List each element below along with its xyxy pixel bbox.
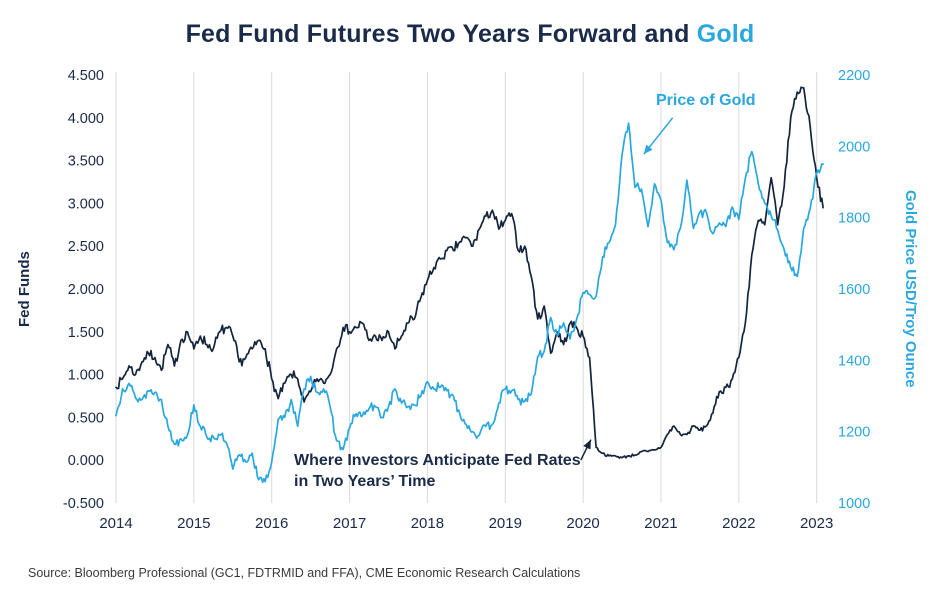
gold-series-line xyxy=(115,122,824,484)
source-note: Source: Bloomberg Professional (GC1, FDT… xyxy=(28,566,581,580)
x-axis-tick: 2021 xyxy=(644,515,677,532)
chart-title-highlight: Gold xyxy=(696,20,755,48)
right-axis-label: Gold Price USD/Troy Ounce xyxy=(902,190,919,388)
annotation-fed-rates: Where Investors Anticipate Fed Rates in … xyxy=(294,452,581,490)
right-axis-tick: 1800 xyxy=(838,211,870,227)
x-axis-tick: 2014 xyxy=(99,515,132,532)
x-axis-tick: 2018 xyxy=(411,515,444,532)
left-axis-tick: 2.500 xyxy=(68,239,104,255)
fed-funds-series-line xyxy=(115,86,824,459)
x-axis-tick: 2019 xyxy=(489,515,522,532)
chart-canvas: 2014 2015 2016 2017 2018 2019 2020 2021 2022 2023… xyxy=(63,68,870,532)
chart-title: Fed Fund Futures Two Years Forward and G… xyxy=(0,20,940,49)
left-axis-tick: -0.500 xyxy=(63,496,104,512)
x-axis-tick: 2023 xyxy=(800,515,833,532)
fed-anticipate-arrowhead xyxy=(583,439,591,450)
right-axis-tick: 2200 xyxy=(838,68,870,84)
left-axis-tick: 3.500 xyxy=(68,154,104,170)
x-axis-tick: 2020 xyxy=(566,515,599,532)
chart-title-main: Fed Fund Futures Two Years Forward and xyxy=(185,20,697,48)
left-axis-tick: 4.000 xyxy=(68,111,104,127)
x-axis-tick: 2015 xyxy=(177,515,210,532)
left-axis-tick: 3.000 xyxy=(68,196,104,212)
left-axis-tick: 2.000 xyxy=(68,282,104,298)
right-axis-tick: 1000 xyxy=(838,496,870,512)
x-axis-tick: 2022 xyxy=(722,515,755,532)
left-axis-tick: 1.500 xyxy=(68,325,104,341)
x-axis-tick: 2017 xyxy=(333,515,366,532)
left-axis-tick: 1.000 xyxy=(68,368,104,384)
right-axis-tick: 1200 xyxy=(838,425,870,441)
left-axis-tick: 0.500 xyxy=(68,410,104,426)
left-axis-tick: 4.500 xyxy=(68,68,104,84)
right-axis-tick: 2000 xyxy=(838,139,870,155)
right-axis-tick: 1400 xyxy=(838,353,870,369)
annotation-price-of-gold: Price of Gold xyxy=(656,92,756,109)
right-axis-tick: 1600 xyxy=(838,282,870,298)
left-axis-tick: 0.000 xyxy=(68,453,104,469)
price-of-gold-arrowhead xyxy=(643,144,653,155)
x-axis-tick: 2016 xyxy=(255,515,288,532)
